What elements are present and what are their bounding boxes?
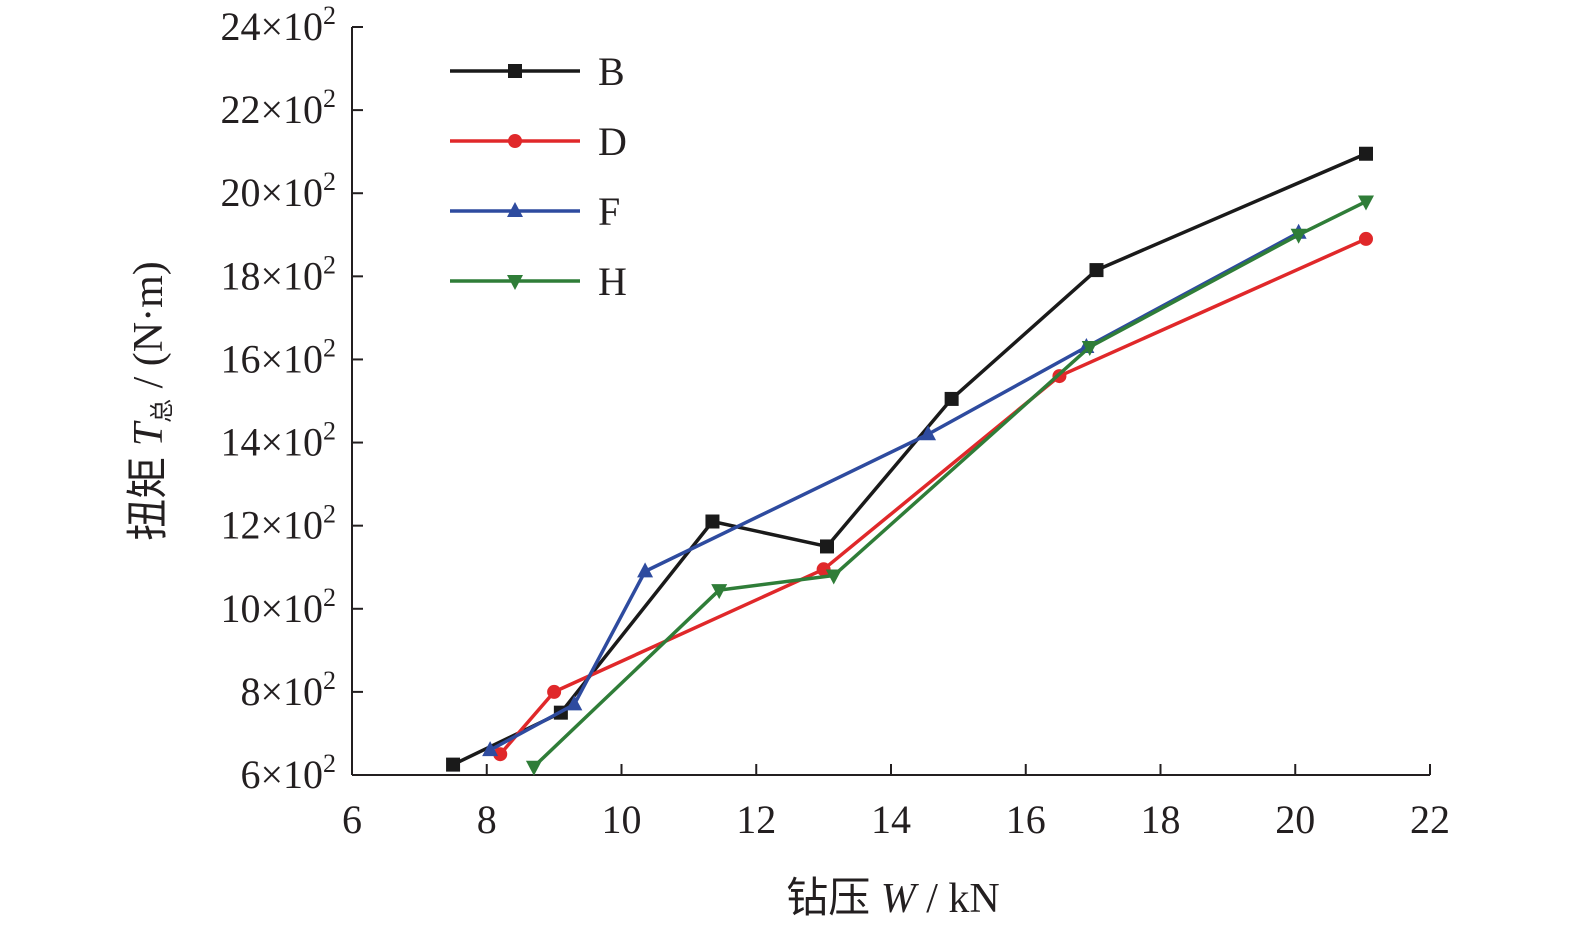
series-h-point: [525, 760, 542, 776]
series-h-point: [711, 584, 728, 600]
x-axis-title-variable: W: [881, 876, 920, 922]
y-axis-title-subscript: 总: [149, 399, 176, 423]
y-tick-label: 20×102: [220, 167, 336, 215]
series-d: [493, 231, 1373, 762]
axis-titles: 钻压 W / kN 扭矩 T总 / (N·m): [126, 261, 1000, 922]
y-tick-mantissa: 20×10: [220, 170, 323, 215]
x-tick-label: 20: [1275, 797, 1315, 842]
y-axis-title-variable: T: [126, 420, 172, 446]
x-tick-label: 16: [1006, 797, 1046, 842]
y-tick-exponent: 2: [323, 250, 336, 279]
series-h-point: [1290, 228, 1307, 244]
legend-marker-b: [508, 64, 522, 78]
series-b-point: [819, 539, 834, 554]
series-f-line: [489, 231, 1300, 752]
x-tick-label: 10: [602, 797, 642, 842]
series-b-point: [944, 391, 959, 406]
legend-marker-f: [507, 202, 523, 217]
y-tick-exponent: 2: [323, 583, 336, 612]
y-tick-label: 12×102: [220, 500, 336, 548]
x-axis-title: 钻压 W / kN: [786, 876, 1000, 922]
legend-label-f: F: [598, 189, 620, 234]
legend-item-b: B: [450, 49, 625, 94]
y-tick-label: 24×102: [220, 1, 336, 49]
series-d-point: [1358, 231, 1373, 246]
series-f-point: [566, 695, 583, 711]
legend-item-d: D: [450, 119, 627, 164]
series-b-point: [705, 514, 720, 529]
x-tick-label: 8: [477, 797, 497, 842]
y-tick-exponent: 2: [323, 84, 336, 113]
y-tick-label: 18×102: [220, 250, 336, 298]
y-tick-label: 16×102: [220, 333, 336, 381]
series-d-point: [547, 684, 562, 699]
y-tick-mantissa: 14×10: [220, 420, 323, 465]
legend-item-h: H: [450, 259, 627, 304]
y-axis-title-prefix: 扭矩: [126, 446, 172, 541]
x-tick-label: 12: [736, 797, 776, 842]
y-tick-mantissa: 18×10: [220, 253, 323, 298]
y-tick-exponent: 2: [323, 417, 336, 446]
y-tick-mantissa: 6×10: [240, 752, 323, 797]
legend-label-d: D: [598, 119, 627, 164]
series-group: [446, 146, 1374, 776]
y-tick-exponent: 2: [323, 666, 336, 695]
series-f-point: [920, 425, 937, 441]
axes: 6 8 10 12 14 16 18 20 226×1028×10210×10212×10214…: [220, 1, 1450, 842]
y-tick-exponent: 2: [323, 1, 336, 30]
series-b-point: [1358, 146, 1373, 161]
series-h-line: [532, 199, 1367, 768]
series-h: [525, 195, 1374, 776]
y-tick-label: 6×102: [240, 749, 336, 797]
series-f-point: [482, 741, 499, 757]
series-h-point: [1357, 195, 1374, 211]
legend-label-b: B: [598, 49, 625, 94]
y-tick-exponent: 2: [323, 333, 336, 362]
series-b-point: [446, 757, 461, 772]
y-tick-label: 14×102: [220, 417, 336, 465]
y-tick-mantissa: 12×10: [220, 503, 323, 548]
y-tick-mantissa: 10×10: [220, 586, 323, 631]
y-tick-label: 22×102: [220, 84, 336, 132]
y-tick-mantissa: 8×10: [240, 669, 323, 714]
legend-marker-d: [508, 134, 522, 148]
series-h-point: [825, 569, 842, 585]
x-tick-label: 14: [871, 797, 911, 842]
y-tick-mantissa: 22×10: [220, 87, 323, 132]
y-axis-title-unit: / (N·m): [126, 261, 172, 399]
y-tick-exponent: 2: [323, 749, 336, 778]
x-axis-title-unit: / kN: [916, 876, 1000, 922]
y-tick-label: 10×102: [220, 583, 336, 631]
legend-label-h: H: [598, 259, 627, 304]
x-tick-label: 18: [1141, 797, 1181, 842]
series-b-point: [1089, 263, 1104, 278]
y-tick-mantissa: 16×10: [220, 336, 323, 381]
x-tick-label: 22: [1410, 797, 1450, 842]
series-h-point: [1081, 340, 1098, 356]
series-d-point: [493, 747, 508, 762]
y-tick-exponent: 2: [323, 500, 336, 529]
legend-item-f: F: [450, 189, 620, 234]
y-tick-exponent: 2: [323, 167, 336, 196]
x-axis-title-prefix: 钻压: [786, 876, 881, 922]
y-axis-title: 扭矩 T总 / (N·m): [126, 261, 176, 541]
x-tick-label: 6: [342, 797, 362, 842]
series-d-point: [816, 562, 831, 577]
legend-marker-h: [507, 275, 523, 290]
y-tick-label: 8×102: [240, 666, 336, 714]
y-tick-mantissa: 24×10: [220, 4, 323, 49]
series-f-point: [637, 562, 654, 578]
